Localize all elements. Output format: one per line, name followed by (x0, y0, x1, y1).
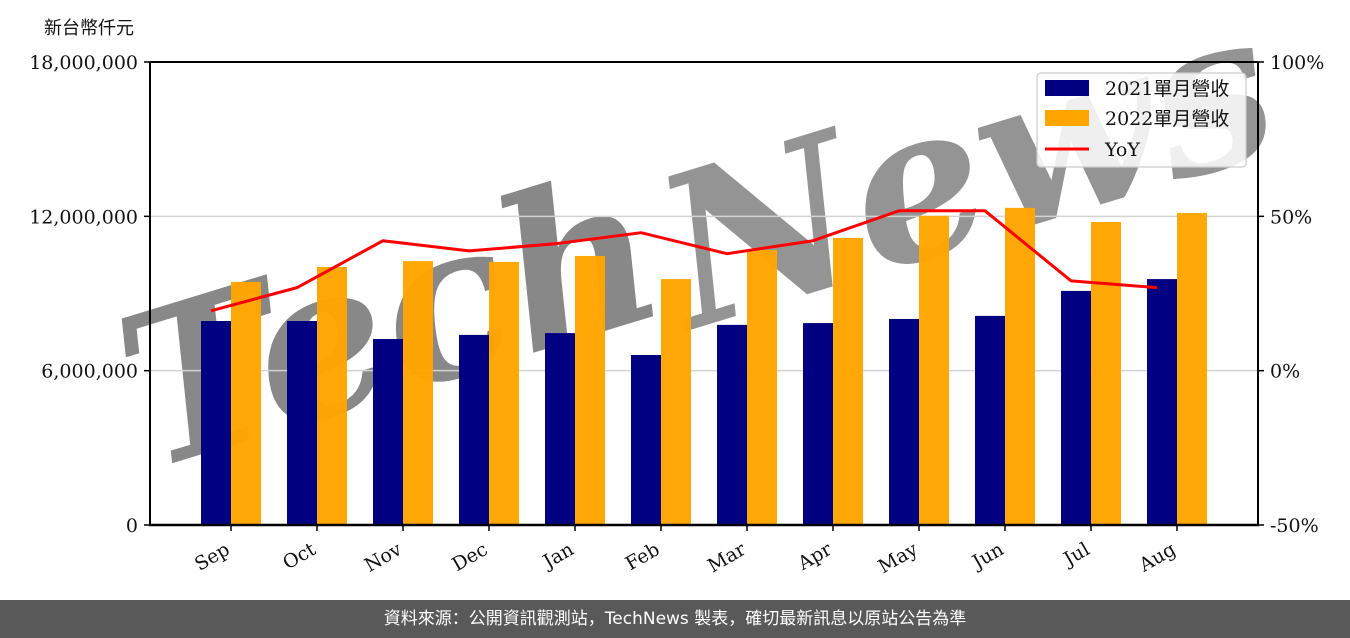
bar-2022 (489, 261, 519, 525)
legend-label: YoY (1104, 139, 1140, 161)
bar-2021 (459, 334, 489, 525)
bar-2021 (287, 321, 317, 525)
x-tick-label: Jul (1058, 538, 1093, 571)
bar-2022 (1005, 207, 1035, 525)
bar-2022 (231, 281, 261, 525)
y2-tick-label: 100% (1270, 52, 1324, 74)
y-axis-unit-label: 新台幣仟元 (44, 18, 134, 39)
bar-2021 (631, 354, 661, 525)
x-tick-label: Mar (704, 538, 750, 577)
x-tick-label: Jun (967, 538, 1008, 574)
x-tick-label: Dec (448, 538, 491, 576)
bar-2022 (575, 255, 605, 525)
x-tick-label: Sep (191, 538, 234, 575)
revenue-chart: TechNews 06,000,00012,000,00018,000,000-… (29, 0, 1324, 578)
y-tick-label: 0 (126, 515, 138, 537)
legend-label: 2022單月營收 (1105, 108, 1229, 130)
y-tick-label: 18,000,000 (29, 52, 138, 74)
y-tick-label: 6,000,000 (41, 361, 138, 383)
bar-2021 (373, 339, 403, 525)
y2-tick-label: -50% (1270, 515, 1319, 537)
bar-2021 (201, 321, 231, 525)
bar-2022 (833, 237, 863, 525)
legend-label: 2021單月營收 (1105, 78, 1229, 100)
bar-2022 (747, 250, 777, 525)
bar-2021 (1147, 279, 1177, 525)
bar-2022 (661, 279, 691, 525)
bar-2021 (545, 333, 575, 525)
yoy-line (210, 209, 1158, 313)
x-tick-label: Apr (793, 538, 836, 575)
bar-2022 (1177, 212, 1207, 525)
y2-tick-label: 50% (1270, 206, 1312, 228)
x-tick-label: Feb (622, 538, 664, 575)
bar-2021 (1061, 290, 1091, 525)
y2-tick-label: 0% (1270, 361, 1300, 383)
bar-2021 (803, 323, 833, 525)
bar-2021 (889, 318, 919, 525)
bar-2022 (317, 267, 347, 525)
x-tick-label: Jan (538, 538, 578, 574)
bar-2021 (717, 324, 747, 525)
bar-2022 (403, 261, 433, 525)
bar-2022 (1091, 221, 1121, 525)
bar-2021 (975, 315, 1005, 525)
x-tick-label: Aug (1135, 538, 1180, 577)
x-tick-label: Nov (361, 538, 406, 577)
y-tick-label: 12,000,000 (29, 206, 138, 228)
legend: 2021單月營收 2022單月營收 YoY (1036, 72, 1247, 168)
bar-2022 (919, 215, 949, 525)
source-footer: 資料來源：公開資訊觀測站，TechNews 製表，確切最新訊息以原站公告為準 (0, 600, 1350, 638)
bar-series (201, 207, 1207, 525)
x-tick-label: Oct (279, 538, 320, 574)
x-tick-label: May (875, 538, 922, 578)
